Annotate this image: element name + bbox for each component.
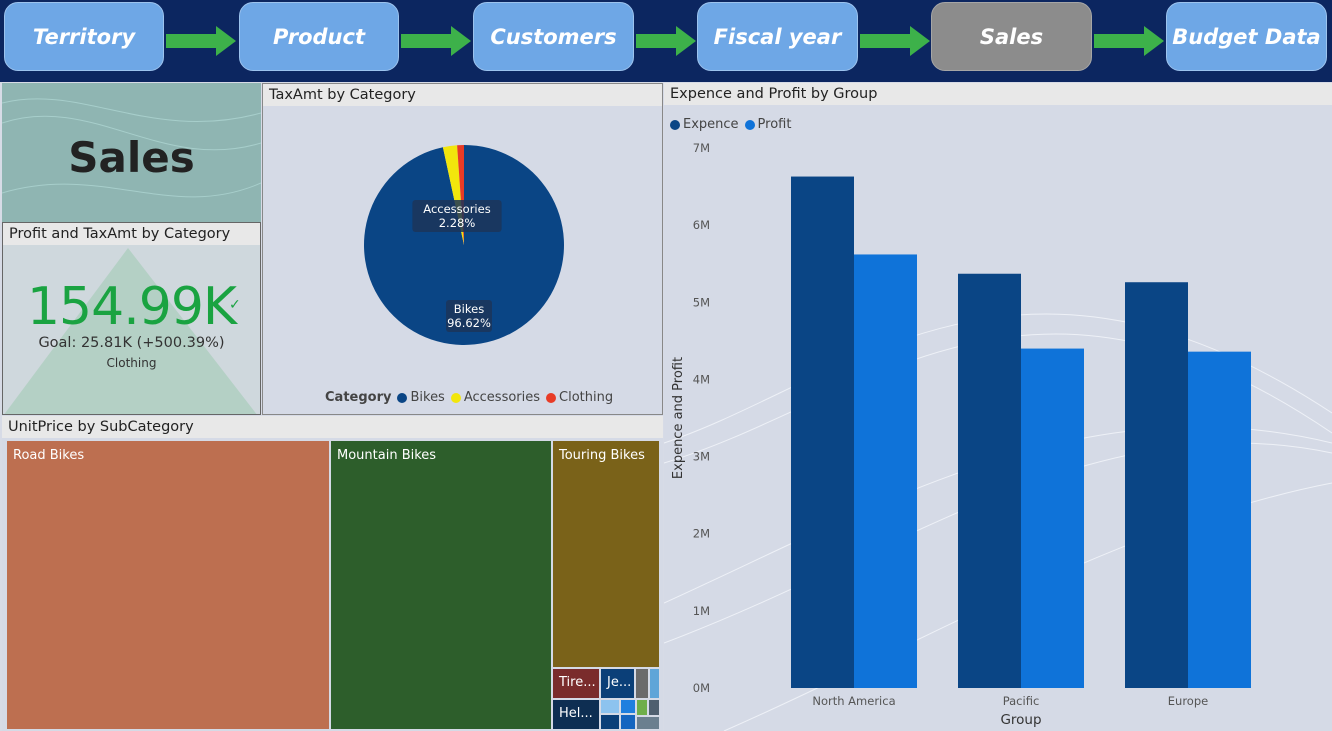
nav-button-product[interactable]: Product bbox=[239, 2, 399, 71]
page-title: Sales bbox=[68, 133, 195, 182]
legend-item-bikes[interactable]: Bikes bbox=[410, 390, 445, 405]
y-tick-label: 6M bbox=[693, 218, 710, 232]
nav-button-fiscal-year[interactable]: Fiscal year bbox=[697, 2, 858, 71]
treemap-tile-misc[interactable] bbox=[621, 715, 635, 729]
kpi-value: 154.99K bbox=[26, 277, 237, 337]
treemap-tile-road-bikes[interactable]: Road Bikes bbox=[7, 441, 329, 729]
decorative-waves bbox=[2, 98, 261, 198]
arrow-right-icon bbox=[1094, 26, 1164, 56]
treemap-tile-misc[interactable] bbox=[637, 717, 659, 729]
treemap-tile-misc[interactable] bbox=[649, 700, 659, 715]
x-tick-label: North America bbox=[812, 694, 895, 708]
bar-expence-europe[interactable] bbox=[1125, 282, 1188, 688]
legend-dot-clothing bbox=[546, 392, 557, 403]
treemap-tile-touring-bikes[interactable]: Touring Bikes bbox=[553, 441, 659, 667]
pie-legend: Category Bikes Accessories Clothing bbox=[325, 390, 613, 405]
arrow-right-icon bbox=[166, 26, 236, 56]
arrow-right-icon bbox=[636, 26, 696, 56]
legend-dot-accessories bbox=[450, 392, 461, 403]
treemap-tile-jerseys[interactable]: Je... bbox=[601, 669, 634, 698]
bar-legend: Expence Profit bbox=[666, 117, 791, 132]
legend-item-clothing[interactable]: Clothing bbox=[559, 390, 614, 405]
treemap-tile-misc[interactable] bbox=[637, 700, 647, 715]
y-tick-label: 2M bbox=[693, 527, 710, 541]
kpi-title: Profit and TaxAmt by Category bbox=[3, 223, 260, 245]
nav-button-sales[interactable]: Sales bbox=[931, 2, 1092, 71]
y-tick-label: 0M bbox=[693, 681, 710, 695]
y-axis-title: Expence and Profit bbox=[671, 357, 686, 479]
bar-expence-pacific[interactable] bbox=[958, 273, 1021, 688]
nav-button-territory[interactable]: Territory bbox=[4, 2, 164, 71]
y-tick-label: 4M bbox=[693, 372, 710, 386]
kpi-card[interactable]: Profit and TaxAmt by Category 154.99K ✓ … bbox=[2, 222, 261, 415]
treemap-tile-tires[interactable]: Tire... bbox=[553, 669, 599, 698]
legend-item-expence[interactable]: Expence bbox=[683, 117, 739, 132]
y-tick-label: 3M bbox=[693, 450, 710, 464]
x-axis-title: Group bbox=[1000, 712, 1041, 728]
svg-text:96.62%: 96.62% bbox=[447, 316, 491, 330]
legend-dot-expence bbox=[670, 119, 680, 130]
treemap-tile-misc[interactable] bbox=[650, 669, 659, 698]
nav-button-customers[interactable]: Customers bbox=[473, 2, 634, 71]
legend-dot-profit bbox=[744, 119, 755, 130]
treemap-tile-mountain-bikes[interactable]: Mountain Bikes bbox=[331, 441, 551, 729]
sales-title-card: Sales bbox=[2, 83, 261, 222]
bar-chart-title: Expence and Profit by Group bbox=[664, 83, 1332, 105]
pie-chart-card[interactable]: TaxAmt by Category Accessories 2.28% Bikes… bbox=[262, 83, 663, 415]
treemap-card[interactable]: UnitPrice by SubCategory Road Bikes Moun… bbox=[2, 416, 663, 731]
legend-item-accessories[interactable]: Accessories bbox=[463, 390, 541, 405]
x-tick-label: Europe bbox=[1168, 694, 1208, 708]
treemap-title: UnitPrice by SubCategory bbox=[2, 416, 663, 438]
treemap-tile-misc[interactable] bbox=[601, 715, 619, 729]
treemap-tile-misc[interactable] bbox=[621, 700, 635, 713]
svg-text:Bikes: Bikes bbox=[454, 302, 484, 316]
legend-dot-bikes bbox=[397, 392, 408, 403]
legend-title: Category bbox=[325, 390, 392, 405]
treemap-tile-misc[interactable] bbox=[636, 669, 648, 698]
legend-item-profit[interactable]: Profit bbox=[757, 117, 792, 132]
check-icon: ✓ bbox=[229, 297, 241, 313]
treemap-tile-helmets[interactable]: Hel... bbox=[553, 700, 599, 729]
x-tick-label: Pacific bbox=[1003, 694, 1040, 708]
bar-profit-europe[interactable] bbox=[1188, 351, 1251, 688]
svg-text:2.28%: 2.28% bbox=[439, 216, 476, 230]
decorative-triangle bbox=[4, 248, 257, 414]
kpi-category: Clothing bbox=[106, 356, 157, 370]
pie-chart-title: TaxAmt by Category bbox=[263, 84, 662, 106]
bar-chart[interactable]: 0M 1M 2M 3M 4M 5M 6M 7M Expence and Profit North … bbox=[664, 83, 1332, 731]
top-navigation: Territory Product Customers Fiscal year … bbox=[0, 0, 1332, 82]
kpi-goal: Goal: 25.81K (+500.39%) bbox=[38, 335, 225, 351]
bar-profit-pacific[interactable] bbox=[1021, 348, 1084, 688]
arrow-right-icon bbox=[860, 26, 930, 56]
bar-chart-card[interactable]: Expence and Profit by Group Expence Prof… bbox=[664, 83, 1332, 731]
y-tick-label: 1M bbox=[693, 604, 710, 618]
bar-profit-north-america[interactable] bbox=[854, 254, 917, 688]
treemap-tile-misc[interactable] bbox=[601, 700, 619, 713]
svg-text:Accessories: Accessories bbox=[423, 202, 490, 216]
bar-expence-north-america[interactable] bbox=[791, 176, 854, 688]
y-tick-label: 5M bbox=[693, 295, 710, 309]
arrow-right-icon bbox=[401, 26, 471, 56]
y-tick-label: 7M bbox=[693, 141, 710, 155]
nav-button-budget-data[interactable]: Budget Data bbox=[1166, 2, 1327, 71]
